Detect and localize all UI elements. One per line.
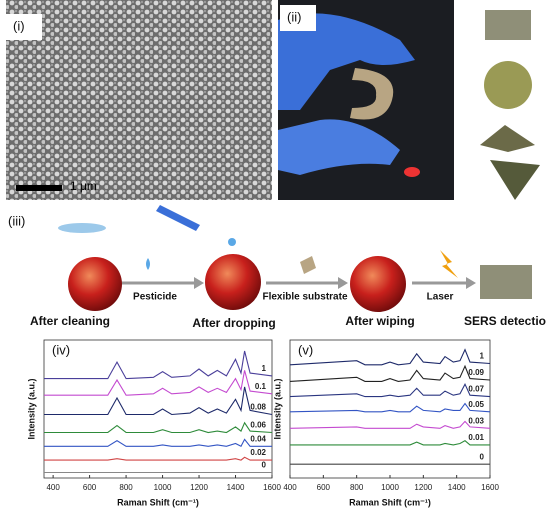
panel-label: (iv) xyxy=(52,342,70,357)
drop xyxy=(228,238,236,246)
x-tick-label: 800 xyxy=(119,483,133,492)
y-axis-label: Intensity (a.u.) xyxy=(272,378,282,439)
step-label: After cleaning xyxy=(30,314,110,328)
series-label: 0.02 xyxy=(250,448,266,457)
substrate-shape xyxy=(480,125,535,152)
drop-icon xyxy=(146,258,150,270)
spectrum xyxy=(44,370,273,396)
arrow-label: Flexible substrate xyxy=(262,292,347,303)
x-tick-label: 1400 xyxy=(227,483,245,492)
series-label: 0 xyxy=(480,452,485,461)
series-label: 0 xyxy=(262,461,267,470)
plot-frame xyxy=(43,339,273,479)
sem-image xyxy=(6,0,272,200)
spectrum xyxy=(289,382,491,398)
spectrum xyxy=(290,440,490,446)
x-tick-label: 400 xyxy=(46,483,60,492)
spectrum xyxy=(289,402,491,413)
series-label: 0.04 xyxy=(250,434,266,443)
series-label: 0.08 xyxy=(250,403,266,412)
laser-icon xyxy=(440,250,458,278)
scale-bar xyxy=(16,185,62,191)
x-tick-label: 1600 xyxy=(263,483,281,492)
scale-label: 1 μm xyxy=(70,179,97,193)
panel-label: (v) xyxy=(298,342,313,357)
substrate xyxy=(350,68,394,120)
series-label: 0.05 xyxy=(468,400,484,409)
x-tick-label: 1000 xyxy=(381,483,399,492)
spectrum xyxy=(44,438,272,448)
spectrum xyxy=(44,350,273,380)
x-tick-label: 1600 xyxy=(481,483,499,492)
x-tick-label: 400 xyxy=(283,483,297,492)
x-axis-label: Raman Shift (cm⁻¹) xyxy=(117,497,199,507)
apple xyxy=(205,254,261,310)
apple xyxy=(350,256,406,312)
x-tick-label: 600 xyxy=(83,483,97,492)
glove xyxy=(278,13,415,110)
series-label: 1 xyxy=(262,364,267,373)
x-axis-label: Raman Shift (cm⁻¹) xyxy=(349,497,431,507)
series-label: 0.07 xyxy=(468,385,484,394)
label-bg xyxy=(280,5,316,31)
apple xyxy=(68,257,122,311)
arrow-label: Pesticide xyxy=(133,292,177,303)
spectrum xyxy=(44,421,273,434)
sers-substrate xyxy=(480,265,532,299)
series-label: 0.01 xyxy=(468,433,484,442)
spectrum xyxy=(289,348,491,366)
spectrum xyxy=(289,364,491,382)
x-tick-label: 800 xyxy=(350,483,364,492)
arrow-label: Laser xyxy=(427,292,454,303)
series-label: 0.1 xyxy=(255,382,267,391)
label-bg xyxy=(6,14,42,40)
x-tick-label: 1200 xyxy=(414,483,432,492)
step-label: After dropping xyxy=(192,316,275,330)
series-label: 0.03 xyxy=(468,416,484,425)
pipette xyxy=(156,205,200,231)
water xyxy=(58,223,106,233)
substrate-triangle xyxy=(490,160,540,200)
glove xyxy=(278,119,400,175)
series-label: 0.09 xyxy=(468,368,484,377)
step-label: After wiping xyxy=(345,314,414,328)
step-label: SERS detectio xyxy=(464,314,546,328)
x-tick-label: 600 xyxy=(317,483,331,492)
substrate-circle xyxy=(484,61,532,109)
spectrum xyxy=(44,386,273,416)
x-tick-label: 1000 xyxy=(154,483,172,492)
y-axis-label: Intensity (a.u.) xyxy=(26,378,36,439)
series-label: 1 xyxy=(480,352,485,361)
spectrum xyxy=(289,420,491,429)
panel-label: (i) xyxy=(13,18,25,33)
laser-spot xyxy=(404,167,420,177)
panel-label: (iii) xyxy=(8,213,25,228)
spectrum xyxy=(44,456,272,461)
substrate-icon xyxy=(300,256,316,274)
x-tick-label: 1400 xyxy=(448,483,466,492)
panel-label: (ii) xyxy=(287,9,301,24)
x-tick-label: 1200 xyxy=(190,483,208,492)
series-label: 0.06 xyxy=(250,421,266,430)
substrate-square xyxy=(485,10,531,40)
